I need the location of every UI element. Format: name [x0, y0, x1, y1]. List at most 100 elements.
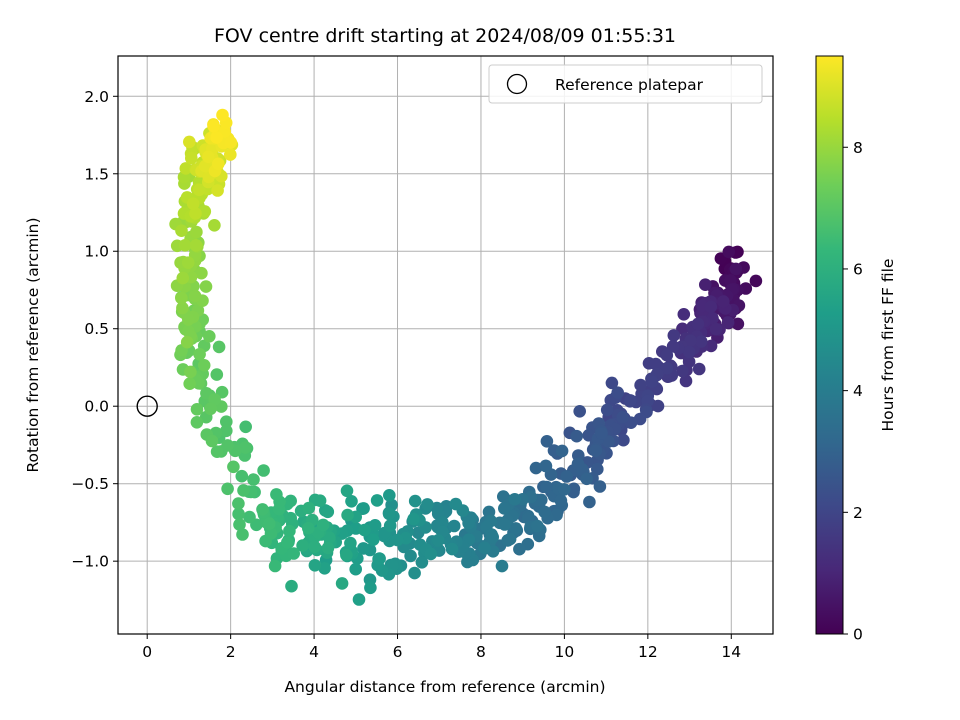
- data-point: [432, 534, 445, 547]
- data-point: [243, 510, 256, 524]
- data-point: [316, 518, 330, 532]
- data-point: [709, 322, 723, 336]
- data-point: [649, 357, 663, 371]
- data-point: [424, 547, 438, 561]
- data-point: [408, 566, 421, 580]
- data-point: [181, 256, 195, 270]
- data-point: [237, 484, 250, 497]
- data-point: [193, 348, 206, 361]
- data-point: [368, 519, 382, 532]
- data-point: [207, 119, 220, 133]
- data-point: [281, 536, 294, 549]
- data-point: [270, 488, 283, 501]
- data-point: [602, 435, 615, 448]
- data-point: [179, 162, 193, 175]
- data-point: [176, 271, 190, 285]
- data-point: [415, 556, 429, 569]
- data-point: [224, 136, 238, 149]
- data-point: [573, 405, 586, 418]
- data-point: [651, 399, 665, 413]
- data-point: [555, 444, 569, 458]
- chart-title: FOV centre drift starting at 2024/08/09 …: [214, 25, 676, 47]
- data-point: [203, 330, 216, 343]
- data-point: [538, 505, 551, 519]
- data-point: [617, 433, 630, 447]
- data-point: [227, 460, 240, 474]
- data-point: [220, 424, 233, 438]
- data-point: [717, 295, 730, 308]
- data-point: [183, 135, 196, 149]
- scatter-points: [169, 108, 763, 606]
- data-point: [404, 549, 417, 563]
- data-point: [221, 439, 234, 452]
- data-point: [611, 386, 624, 400]
- data-point: [175, 224, 188, 237]
- data-point: [184, 365, 197, 379]
- colorbar-tick-label: 2: [853, 504, 863, 522]
- data-point: [373, 552, 386, 565]
- colorbar-tick-label: 8: [853, 139, 863, 157]
- data-point: [188, 289, 202, 303]
- data-point: [212, 157, 225, 171]
- legend-marker-icon: [506, 73, 528, 95]
- legend-box: [488, 64, 763, 104]
- data-point: [224, 148, 237, 161]
- x-tick-label: 0: [142, 643, 152, 661]
- data-point: [531, 519, 544, 533]
- data-point: [660, 348, 674, 362]
- data-point: [570, 429, 583, 443]
- x-tick-label: 8: [476, 643, 486, 661]
- data-point: [210, 131, 223, 144]
- data-point: [370, 494, 384, 507]
- data-point: [600, 403, 614, 417]
- data-point: [232, 507, 245, 521]
- data-point: [308, 559, 322, 572]
- data-point: [557, 483, 571, 496]
- data-point: [235, 469, 249, 483]
- data-point: [722, 245, 736, 259]
- data-point: [285, 579, 298, 593]
- data-point: [202, 150, 215, 164]
- data-point: [571, 457, 585, 471]
- colorbar-tick-label: 0: [853, 626, 863, 644]
- x-tick-label: 14: [721, 643, 741, 661]
- data-point: [256, 503, 269, 516]
- data-point: [189, 207, 202, 220]
- data-point: [195, 266, 208, 280]
- data-point: [335, 577, 349, 590]
- data-point: [344, 536, 357, 550]
- data-point: [211, 184, 224, 197]
- data-point: [257, 464, 270, 477]
- data-point: [445, 542, 459, 556]
- data-point: [210, 445, 224, 459]
- data-point: [449, 497, 463, 511]
- data-point: [509, 522, 523, 535]
- data-point: [666, 340, 680, 353]
- data-point: [699, 278, 712, 292]
- y-tick-label: 1.0: [84, 243, 109, 261]
- data-point: [263, 517, 276, 530]
- x-tick-label: 6: [393, 643, 403, 661]
- y-axis-label: Rotation from reference (arcmin): [24, 217, 42, 472]
- data-point: [358, 523, 371, 537]
- data-point: [205, 434, 219, 448]
- y-axis-ticks: −1.0 −0.5 0.0 0.5 1.0 1.5 2.0: [71, 88, 118, 571]
- x-tick-label: 10: [555, 643, 575, 661]
- data-point: [308, 540, 321, 554]
- data-point: [382, 507, 396, 521]
- data-point: [682, 355, 696, 369]
- data-point: [323, 531, 336, 544]
- y-tick-label: 2.0: [84, 88, 109, 106]
- x-tick-label: 4: [309, 643, 319, 661]
- data-point: [180, 335, 194, 349]
- data-point: [239, 420, 252, 434]
- data-point: [340, 484, 354, 498]
- x-tick-label: 2: [226, 643, 236, 661]
- data-point: [508, 493, 521, 506]
- colorbar: 0 2 4 6 8 Hours from first FF file: [815, 55, 897, 644]
- data-point: [430, 501, 444, 515]
- data-point: [503, 532, 517, 546]
- data-point: [340, 548, 353, 562]
- data-point: [486, 530, 500, 544]
- data-point: [593, 480, 607, 493]
